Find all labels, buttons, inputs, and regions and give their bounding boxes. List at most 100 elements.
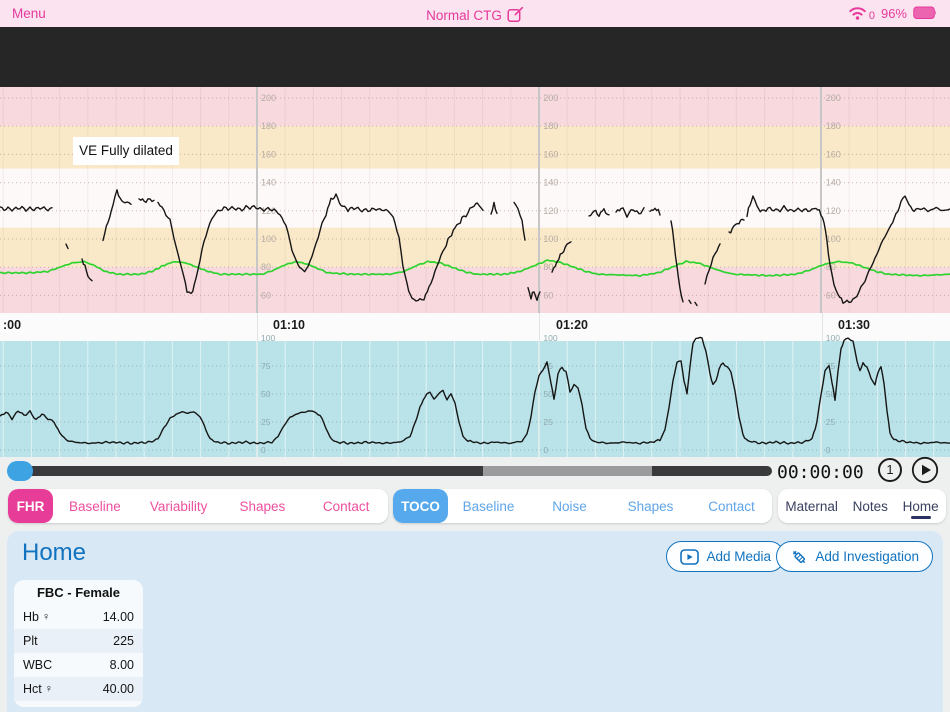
fhr-ytick-label: 180 (261, 121, 276, 131)
status-bar: Menu Normal CTG 0 96% (0, 0, 950, 27)
toco-ytick-label: 25 (543, 417, 553, 427)
fhr-chart-svg: 200 180 160 140 120 100 80 60 200 180 160 140 120 100… (0, 87, 950, 313)
fhr-trace (513, 201, 526, 241)
case-title-bar: Normal CTG (0, 6, 950, 23)
toco-ytick-label: 25 (826, 417, 836, 427)
analysis-tab-row: FHR Baseline Variability Shapes Contact … (0, 489, 950, 523)
fhr-ytick-label: 160 (261, 149, 276, 159)
menu-button[interactable]: Menu (12, 6, 46, 21)
fbc-row-label: WBC (23, 658, 53, 672)
play-icon (922, 464, 931, 476)
add-investigation-label: Add Investigation (815, 549, 919, 564)
tab-home[interactable]: Home (897, 489, 945, 523)
maternal-hr-trace (0, 259, 950, 278)
tab-fhr-contact[interactable]: Contact (304, 489, 388, 523)
fhr-trace (704, 243, 721, 285)
fhr-ytick-label: 100 (543, 234, 558, 244)
scrubber-buffer-segment (483, 466, 652, 476)
tab-toco-noise[interactable]: Noise (529, 489, 610, 523)
fhr-trace (138, 198, 155, 204)
status-indicators: 0 96% (848, 3, 938, 23)
fhr-ytick-label: 60 (261, 290, 271, 300)
time-label: 01:20 (556, 318, 588, 332)
time-gridline (539, 313, 540, 341)
tab-fhr-selected[interactable]: FHR (8, 489, 53, 523)
fhr-ytick-label: 120 (261, 206, 276, 216)
chart-header-strip (0, 27, 950, 87)
toco-chart[interactable]: 100 75 50 25 0 100 75 50 25 0 100 75 50 25 0 (0, 333, 950, 457)
fbc-row-label: Hb (23, 610, 39, 624)
fhr-trace (615, 207, 645, 218)
nav-tab-group: Maternal Notes Home (778, 489, 946, 523)
female-symbol: ♀ (44, 683, 53, 695)
fhr-trace (746, 195, 950, 304)
fhr-ytick-label: 120 (826, 206, 841, 216)
fhr-trace (102, 189, 132, 242)
battery-percent: 96% (880, 5, 907, 21)
fhr-ytick-label: 160 (826, 149, 841, 159)
add-media-button[interactable]: Add Media (666, 541, 785, 572)
fhr-trace (670, 220, 684, 303)
fhr-trace (649, 207, 661, 216)
fbc-row-value: 225 (113, 634, 134, 648)
page-indicator[interactable]: 1 (878, 458, 902, 482)
add-investigation-button[interactable]: Add Investigation (776, 541, 933, 572)
battery-icon (913, 6, 937, 19)
fhr-ytick-label: 180 (826, 121, 841, 131)
tab-toco-contact[interactable]: Contact (691, 489, 772, 523)
fbc-row-value: 8.00 (109, 658, 134, 672)
event-annotation[interactable]: VE Fully dilated (73, 137, 179, 165)
active-tab-underline (910, 516, 931, 519)
fhr-trace (157, 193, 484, 302)
fbc-result-card[interactable]: FBC - Female Hb ♀ 14.00 Plt 225 WBC 8.00… (14, 580, 143, 707)
fbc-row-wbc: WBC 8.00 (14, 653, 143, 677)
play-button[interactable] (911, 456, 939, 484)
fhr-chart[interactable]: 200 180 160 140 120 100 80 60 200 180 160 140 120 100… (0, 87, 950, 313)
tab-toco-shapes[interactable]: Shapes (610, 489, 691, 523)
media-icon (680, 548, 700, 565)
fhr-trace (81, 258, 93, 282)
fhr-ytick-label: 140 (826, 178, 841, 188)
fhr-ytick-label: 100 (826, 234, 841, 244)
fhr-ytick-label: 100 (261, 234, 276, 244)
toco-ytick-label: 25 (261, 417, 271, 427)
fhr-trace (65, 243, 69, 250)
edit-title-icon[interactable] (507, 6, 524, 23)
fhr-ytick-label: 140 (543, 178, 558, 188)
fhr-trace (728, 218, 745, 234)
tab-maternal[interactable]: Maternal (779, 489, 844, 523)
fbc-row-label: Plt (23, 634, 38, 648)
time-label: :00 (3, 318, 22, 332)
fhr-ytick-label: 60 (543, 290, 553, 300)
tab-toco-baseline[interactable]: Baseline (448, 489, 529, 523)
fbc-row-label: Hct (23, 682, 42, 696)
playback-scrubber-row: 00:00:00 1 (0, 456, 950, 489)
time-label: 01:10 (273, 318, 305, 332)
fhr-ytick-label: 80 (261, 262, 271, 272)
tab-toco-selected[interactable]: TOCO (393, 489, 448, 523)
tab-fhr-variability[interactable]: Variability (137, 489, 221, 523)
toco-ytick-label: 100 (543, 334, 557, 343)
fhr-trace (551, 241, 572, 273)
fhr-ytick-label: 180 (543, 121, 558, 131)
time-gridline (822, 313, 823, 341)
fhr-ytick-label: 80 (543, 262, 553, 272)
wifi-icon (849, 7, 866, 20)
scrubber-thumb[interactable] (7, 461, 33, 481)
tab-notes[interactable]: Notes (847, 489, 894, 523)
fbc-row-hct: Hct ♀ 40.00 (14, 677, 143, 701)
toco-ytick-label: 75 (261, 361, 271, 371)
toco-ytick-label: 50 (826, 389, 836, 399)
tab-fhr-shapes[interactable]: Shapes (221, 489, 305, 523)
fhr-trace (588, 208, 610, 217)
panel-title: Home (22, 539, 87, 566)
toco-trace (0, 336, 950, 445)
toco-ytick-label: 50 (543, 389, 553, 399)
time-label: 01:30 (838, 318, 870, 332)
tab-fhr-baseline[interactable]: Baseline (53, 489, 137, 523)
scrubber-track[interactable] (18, 466, 772, 476)
fhr-trace (527, 287, 541, 301)
fhr-ytick-label: 160 (543, 149, 558, 159)
